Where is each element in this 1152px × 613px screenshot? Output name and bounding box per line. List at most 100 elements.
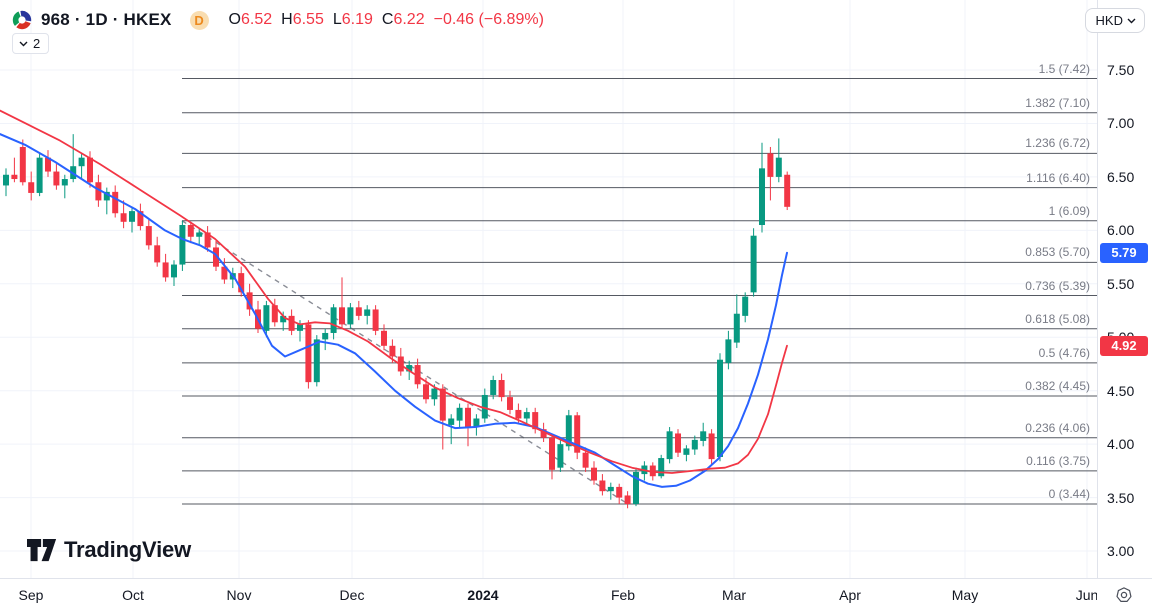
fib-level-label: 0.5 (4.76): [1038, 345, 1090, 360]
candle-body: [465, 407, 471, 428]
candle-body: [767, 153, 774, 177]
candle-body: [473, 418, 480, 428]
delayed-data-badge[interactable]: D: [189, 10, 209, 30]
candle-body: [515, 409, 522, 419]
candle-body: [481, 394, 488, 419]
month-label: Mar: [721, 587, 747, 603]
candle-body: [725, 339, 732, 363]
candle-body: [750, 235, 757, 293]
candle-body: [574, 415, 581, 453]
candle-body: [36, 157, 43, 193]
candle-body: [313, 339, 320, 383]
candle-body: [565, 415, 572, 447]
candle-body: [717, 359, 723, 457]
currency-label: HKD: [1095, 13, 1123, 28]
candle-body: [213, 247, 219, 267]
fib-level-label: 0 (3.44): [1048, 487, 1090, 501]
month-label: Sep: [18, 587, 44, 603]
candle-body: [708, 433, 715, 460]
tradingview-watermark[interactable]: TradingView: [27, 537, 191, 563]
candle-body: [355, 307, 362, 316]
candle-body: [154, 245, 161, 263]
fib-level-label: 0.853 (5.70): [1025, 245, 1090, 260]
candle-body: [607, 486, 614, 492]
candle-body: [280, 315, 287, 323]
candle-body: [120, 213, 127, 222]
chart-area[interactable]: [0, 0, 1097, 578]
candle-body: [683, 448, 690, 455]
candle-body: [624, 495, 631, 505]
candle-body: [431, 388, 438, 400]
fib-level-label: 0.618 (5.08): [1025, 311, 1090, 326]
candle-body: [145, 226, 152, 246]
price-axis[interactable]: 7.507.006.506.005.505.004.504.003.503.00…: [1097, 0, 1152, 612]
candle-body: [112, 191, 119, 214]
candle-body: [666, 431, 673, 460]
symbol-logo-icon: [12, 10, 32, 30]
price-tick-label: 7.50: [1107, 62, 1135, 78]
candle-body: [700, 431, 707, 441]
indicators-collapse-button[interactable]: 2: [12, 33, 50, 54]
candle-body: [507, 397, 513, 410]
candle-body: [523, 412, 530, 419]
ohlc-values: O6.52 H6.55 L6.19 C6.22: [229, 11, 434, 29]
candle-body: [784, 174, 791, 207]
candle-body: [187, 225, 194, 237]
fib-level-label: 1.116 (6.40): [1026, 170, 1090, 185]
month-labels: Sep Oct Nov Dec 2024 Feb Mar Apr May Jun: [0, 579, 1097, 613]
candle-body: [775, 157, 782, 177]
candle-body: [263, 305, 270, 331]
candle-body: [238, 273, 245, 293]
price-tick-label: 7.00: [1107, 115, 1135, 132]
chevron-down-icon: [19, 41, 28, 46]
candle-body: [137, 211, 144, 227]
change-value: −0.46 (−6.89%): [433, 11, 544, 28]
candle-body: [498, 380, 505, 398]
candle-body: [691, 439, 698, 450]
ohlc-item: L6.19: [332, 11, 373, 28]
candle-body: [414, 365, 421, 385]
month-label: Feb: [610, 587, 636, 603]
candle-body: [288, 315, 295, 331]
month-label: 2024: [467, 587, 499, 603]
candle-body: [532, 412, 539, 430]
candle-body: [61, 179, 68, 186]
symbol-title[interactable]: 968 · 1D · HKEX: [41, 10, 172, 29]
price-badge: 4.92: [1100, 335, 1148, 356]
month-label: Apr: [839, 587, 861, 603]
candle-body: [179, 225, 186, 265]
candle-body: [549, 437, 555, 470]
time-axis[interactable]: Sep Oct Nov Dec 2024 Feb Mar Apr May Jun: [0, 578, 1152, 612]
currency-button[interactable]: HKD: [1084, 8, 1145, 33]
month-label: Nov: [226, 587, 252, 603]
candle-body: [19, 146, 26, 183]
candle-body: [742, 296, 749, 316]
candle-body: [221, 266, 228, 280]
month-label: Jun: [1075, 587, 1097, 603]
price-tick-label: 3.00: [1107, 543, 1135, 560]
indicator-count: 2: [33, 36, 41, 51]
price-tick-label: 6.00: [1107, 222, 1135, 239]
candle-body: [246, 292, 253, 310]
price-tick-label: 6.50: [1107, 168, 1135, 185]
month-label: Oct: [122, 587, 144, 603]
candle-body: [171, 264, 177, 278]
candle-body: [540, 429, 547, 438]
fib-level-label: 1.382 (7.10): [1025, 95, 1090, 110]
candlestick-chart: [0, 0, 1097, 578]
candle-body: [490, 380, 497, 395]
candle-body: [364, 309, 371, 316]
candle-body: [456, 407, 463, 421]
candle-body: [330, 307, 337, 333]
fib-level-label: 0.236 (4.06): [1025, 420, 1090, 435]
symbol-legend: 968 · 1D · HKEX D O6.52 H6.55 L6.19 C6.22 −…: [12, 8, 544, 32]
axis-settings-button[interactable]: [1112, 583, 1136, 607]
candle-body: [53, 171, 60, 186]
candle-body: [649, 465, 656, 477]
candle-body: [372, 309, 379, 331]
ma-slow-line: [0, 109, 788, 474]
fib-level-label: 0.116 (3.75): [1026, 453, 1090, 468]
candle-body: [675, 433, 681, 453]
fib-level-label: 1.236 (6.72): [1025, 136, 1090, 151]
gear-icon: [1116, 587, 1132, 602]
